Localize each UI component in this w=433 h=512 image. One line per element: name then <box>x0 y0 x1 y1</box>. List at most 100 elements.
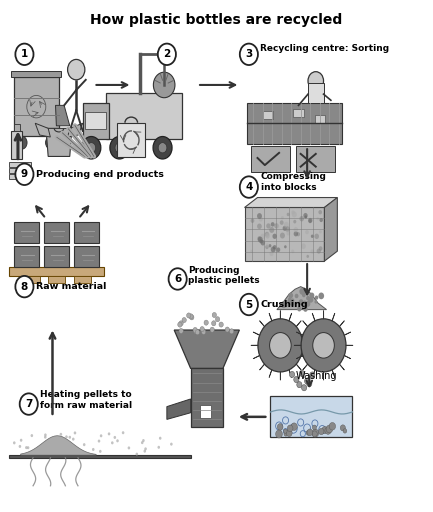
Circle shape <box>281 216 284 220</box>
Text: How plastic bottles are recycled: How plastic bottles are recycled <box>90 13 343 28</box>
Circle shape <box>311 234 314 238</box>
Circle shape <box>289 371 294 377</box>
Circle shape <box>72 438 74 441</box>
Circle shape <box>258 319 303 372</box>
Circle shape <box>302 291 305 296</box>
Circle shape <box>284 432 288 436</box>
Polygon shape <box>277 287 326 310</box>
Bar <box>296 146 335 172</box>
Circle shape <box>19 393 38 415</box>
Text: 9: 9 <box>21 169 28 179</box>
Circle shape <box>318 210 322 215</box>
Circle shape <box>281 301 287 308</box>
Text: Compressing
into blocks: Compressing into blocks <box>261 172 326 191</box>
Circle shape <box>200 327 204 332</box>
Circle shape <box>297 381 302 388</box>
Polygon shape <box>253 355 260 359</box>
Circle shape <box>20 439 23 442</box>
Bar <box>44 246 69 267</box>
Bar <box>308 83 323 103</box>
Text: Washing: Washing <box>296 371 337 381</box>
Polygon shape <box>312 313 315 321</box>
Bar <box>44 222 69 243</box>
Bar <box>48 276 65 283</box>
Bar <box>14 124 20 131</box>
Polygon shape <box>296 355 303 359</box>
Circle shape <box>303 301 307 305</box>
Circle shape <box>291 210 295 215</box>
Circle shape <box>269 251 274 256</box>
Bar <box>85 113 107 129</box>
Polygon shape <box>303 321 308 327</box>
Circle shape <box>306 296 310 301</box>
Circle shape <box>144 447 147 451</box>
Circle shape <box>295 294 298 298</box>
Polygon shape <box>339 364 344 370</box>
Circle shape <box>301 319 346 372</box>
Circle shape <box>317 248 321 253</box>
Circle shape <box>273 245 277 249</box>
Circle shape <box>45 136 57 150</box>
Bar <box>74 222 99 243</box>
Polygon shape <box>55 105 70 126</box>
Circle shape <box>343 429 347 433</box>
Circle shape <box>284 222 289 228</box>
Bar <box>14 222 39 243</box>
Circle shape <box>27 446 29 449</box>
Circle shape <box>325 427 331 434</box>
Polygon shape <box>269 370 272 377</box>
Bar <box>14 77 59 136</box>
Bar <box>10 455 191 458</box>
Circle shape <box>301 385 307 391</box>
Circle shape <box>312 431 317 437</box>
Circle shape <box>303 307 308 312</box>
Polygon shape <box>68 123 83 137</box>
Circle shape <box>225 327 229 332</box>
Circle shape <box>258 237 263 243</box>
Text: Producing end products: Producing end products <box>36 169 164 179</box>
Polygon shape <box>259 321 265 327</box>
Text: 4: 4 <box>245 182 252 192</box>
Circle shape <box>182 317 186 323</box>
Polygon shape <box>296 364 301 370</box>
Circle shape <box>290 301 294 306</box>
Circle shape <box>39 451 42 454</box>
Circle shape <box>288 297 291 301</box>
Circle shape <box>340 425 346 431</box>
Circle shape <box>284 245 287 248</box>
Circle shape <box>270 333 291 358</box>
Circle shape <box>257 224 262 229</box>
Circle shape <box>68 436 71 439</box>
Circle shape <box>201 329 206 334</box>
Circle shape <box>280 220 284 225</box>
Circle shape <box>115 143 124 153</box>
Circle shape <box>215 316 220 322</box>
Circle shape <box>15 44 33 65</box>
Circle shape <box>288 298 293 305</box>
Circle shape <box>294 227 298 232</box>
Circle shape <box>116 439 119 442</box>
Polygon shape <box>269 313 272 321</box>
Circle shape <box>111 441 113 444</box>
Circle shape <box>187 313 191 318</box>
Circle shape <box>317 217 319 220</box>
Circle shape <box>158 143 167 153</box>
Bar <box>22 276 39 283</box>
Circle shape <box>170 442 173 445</box>
Bar <box>14 246 39 267</box>
Polygon shape <box>332 313 335 321</box>
Circle shape <box>179 328 183 333</box>
Circle shape <box>278 423 283 430</box>
Circle shape <box>110 137 129 159</box>
Circle shape <box>265 245 269 249</box>
Circle shape <box>87 143 96 153</box>
Circle shape <box>329 422 336 430</box>
Circle shape <box>210 327 214 332</box>
Bar <box>10 162 31 166</box>
Circle shape <box>291 423 297 431</box>
Circle shape <box>314 233 319 239</box>
Circle shape <box>299 288 305 295</box>
Circle shape <box>65 435 68 438</box>
Circle shape <box>284 429 287 433</box>
Circle shape <box>309 292 314 298</box>
